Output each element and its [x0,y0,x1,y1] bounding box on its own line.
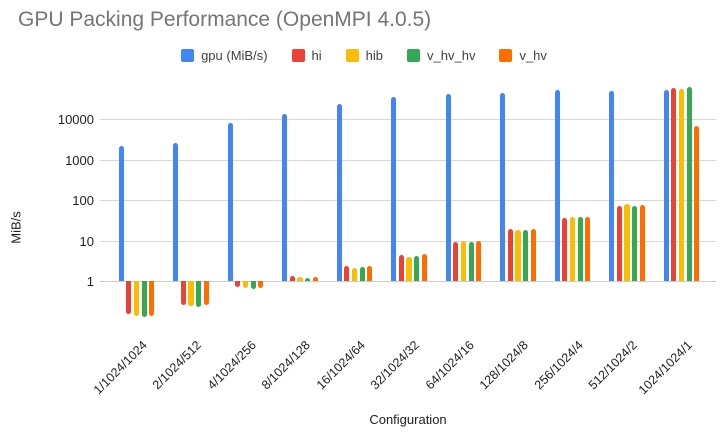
bar-hib-8-1024-128 [297,277,303,281]
legend-swatch-icon [181,49,195,62]
legend-label: v_hv_hv [427,48,476,63]
bar-v-hv-hv-128-1024-8 [523,230,529,281]
bar-v-hv-hv-16-1024-64 [359,267,365,281]
y-tick-label-10000: 10000 [57,112,94,127]
chart-title: GPU Packing Performance (OpenMPI 4.0.5) [18,8,432,31]
bar-gpu-mib-s--2-1024-512 [173,142,179,281]
legend-swatch-icon [407,49,421,62]
y-axis-title: MiB/s [8,211,24,244]
bar-v-hv-hv-8-1024-128 [305,277,311,281]
bar-v-hv-hv-64-1024-16 [468,242,474,281]
legend-label: v_hv [519,48,547,63]
bar-hi-4-1024-256 [235,281,241,288]
bar-gpu-mib-s--256-1024-4 [554,90,560,281]
gridline-1 [100,281,716,282]
legend-label: gpu (MiB/s) [201,48,268,63]
bar-v-hv-512-1024-2 [639,205,645,281]
bar-hib-16-1024-64 [351,267,358,281]
bar-gpu-mib-s--8-1024-128 [282,114,288,281]
bar-v-hv-128-1024-8 [530,229,536,281]
y-tick-label-100: 100 [72,193,94,208]
bar-v-hv-hv-512-1024-2 [632,206,638,281]
legend-label: hib [365,48,384,63]
bar-gpu-mib-s--512-1024-2 [609,91,615,281]
bar-gpu-mib-s--16-1024-64 [336,103,342,281]
bar-v-hv-16-1024-64 [367,266,373,281]
legend-item-v-hv: v_hv [499,48,547,63]
bar-v-hv-32-1024-32 [421,254,427,281]
bar-v-hv-1024-1024-1 [694,125,700,281]
legend-item-gpu-mib-s-: gpu (MiB/s) [181,48,268,63]
bar-hib-128-1024-8 [515,229,521,281]
y-tick-label-1000: 1000 [65,152,94,168]
legend-swatch-icon [499,49,513,62]
bar-hi-8-1024-128 [289,276,295,281]
gridline-10 [100,240,716,242]
bar-hi-2-1024-512 [180,281,186,306]
bar-v-hv-hv-2-1024-512 [196,281,202,307]
bar-gpu-mib-s--4-1024-256 [227,122,233,281]
bar-hib-2-1024-512 [188,281,194,307]
bar-hi-16-1024-64 [344,266,350,281]
bar-v-hv-hv-1024-1024-1 [686,87,692,281]
bar-v-hv-1-1024-1024 [149,281,155,316]
chart-legend: gpu (MiB/s) hi hib v_hv_hv v_hv [0,48,728,63]
bar-hib-64-1024-16 [460,241,467,281]
bar-v-hv-64-1024-16 [476,241,482,281]
legend-item-hi: hi [291,48,322,63]
bar-gpu-mib-s--32-1024-32 [391,97,397,281]
bar-v-hv-8-1024-128 [312,277,318,281]
gridline-10000 [100,119,716,120]
legend-item-hib: hib [345,48,384,63]
bar-hib-512-1024-2 [624,204,630,281]
gridline-1000 [100,159,716,161]
bar-hib-4-1024-256 [242,281,249,288]
legend-label: hi [311,48,322,63]
bar-hi-32-1024-32 [398,254,404,281]
bar-gpu-mib-s--64-1024-16 [445,93,451,281]
gridline-100 [100,200,716,201]
bar-hi-64-1024-16 [453,241,459,281]
bar-v-hv-hv-256-1024-4 [577,217,583,281]
legend-swatch-icon [291,49,305,62]
bar-hi-512-1024-2 [616,205,622,281]
bar-hi-1-1024-1024 [126,281,132,315]
legend-swatch-icon [345,49,359,62]
bar-v-hv-hv-1-1024-1024 [141,281,147,317]
bar-hib-1024-1024-1 [678,89,685,281]
bar-gpu-mib-s--128-1024-8 [500,92,506,281]
bar-v-hv-4-1024-256 [258,281,264,288]
y-tick-label-1: 1 [86,274,94,289]
bar-v-hv-hv-4-1024-256 [250,281,256,289]
bar-gpu-mib-s--1-1024-1024 [118,146,124,281]
bar-hi-128-1024-8 [507,228,513,281]
x-axis-title: Configuration [369,412,447,427]
bar-hi-1024-1024-1 [671,88,677,281]
bar-v-hv-hv-32-1024-32 [414,256,420,281]
legend-item-v-hv-hv: v_hv_hv [407,48,475,63]
bar-hib-32-1024-32 [406,256,412,281]
bar-hib-256-1024-4 [569,217,576,281]
bar-v-hv-2-1024-512 [203,281,209,306]
y-tick-label-10: 10 [79,233,94,249]
bar-v-hv-256-1024-4 [585,217,591,281]
bar-hi-256-1024-4 [562,217,568,281]
bar-gpu-mib-s--1024-1024-1 [663,89,669,281]
bar-hib-1-1024-1024 [133,281,140,316]
